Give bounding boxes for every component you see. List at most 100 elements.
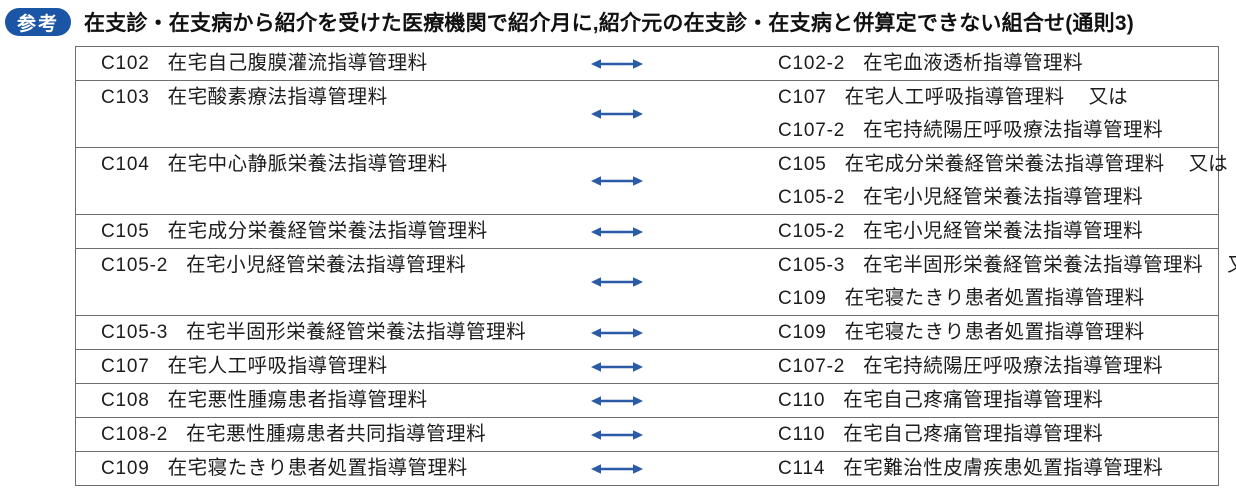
fee-code: C105-2 xyxy=(101,255,169,276)
fee-name: 在宅中心静脈栄養法指導管理料 xyxy=(167,154,448,175)
fee-code: C102-2 xyxy=(778,53,846,74)
bidirectional-arrow-icon xyxy=(591,395,643,406)
fee-name: 在宅寝たきり患者処置指導管理料 xyxy=(167,458,468,479)
fee-code: C105-2 xyxy=(778,187,846,208)
fee-name: 在宅悪性腫瘍患者共同指導管理料 xyxy=(186,424,487,445)
arrow-cell xyxy=(576,418,706,451)
right-entry-cell: C114 在宅難治性皮膚疾患処置指導管理料 xyxy=(706,452,1218,485)
fee-name: 在宅人工呼吸指導管理料 xyxy=(167,356,388,377)
reference-badge: 参考 xyxy=(5,8,71,36)
fee-entry: C105 在宅成分栄養経管栄養法指導管理料 又は xyxy=(778,148,1228,181)
fee-name: 在宅持続陽圧呼吸療法指導管理料 xyxy=(863,356,1164,377)
fee-entry: C105-2 在宅小児経管栄養法指導管理料 xyxy=(101,249,576,282)
or-label: 又は xyxy=(1088,87,1128,108)
right-entry-cell: C110 在宅自己疼痛管理指導管理料 xyxy=(706,418,1218,451)
left-entry-cell: C105 在宅成分栄養経管栄養法指導管理料 xyxy=(76,215,576,248)
fee-code: C105-2 xyxy=(778,221,846,242)
fee-entry: C108-2 在宅悪性腫瘍患者共同指導管理料 xyxy=(101,418,576,451)
fee-name: 在宅小児経管栄養法指導管理料 xyxy=(186,255,467,276)
fee-entry: C105-3 在宅半固形栄養経管栄養法指導管理料 又は xyxy=(778,249,1236,282)
bidirectional-arrow-icon xyxy=(591,463,643,474)
bidirectional-arrow-icon xyxy=(591,58,643,69)
fee-entry: C105-3 在宅半固形栄養経管栄養法指導管理料 xyxy=(101,316,576,349)
left-entry-cell: C109 在宅寝たきり患者処置指導管理料 xyxy=(76,452,576,485)
fee-code: C107-2 xyxy=(778,120,846,141)
table-row: C105 在宅成分栄養経管栄養法指導管理料 C105-2 在宅小児経管栄養法指導… xyxy=(76,215,1218,249)
fee-name: 在宅寝たきり患者処置指導管理料 xyxy=(844,288,1145,309)
fee-entry: C110 在宅自己疼痛管理指導管理料 xyxy=(778,418,1218,451)
fee-name: 在宅小児経管栄養法指導管理料 xyxy=(863,221,1144,242)
fee-code: C110 xyxy=(778,424,826,445)
page-header: 参考 在支診・在支病から紹介を受けた医療機関で紹介月に,紹介元の在支診・在支病と… xyxy=(5,7,1134,37)
table-row: C102 在宅自己腹膜灌流指導管理料 C102-2 在宅血液透析指導管理料 xyxy=(76,47,1218,81)
right-entry-cell: C105 在宅成分栄養経管栄養法指導管理料 又は C105-2 在宅小児経管栄養… xyxy=(706,148,1228,214)
arrow-cell xyxy=(576,81,706,147)
table-row: C107 在宅人工呼吸指導管理料 C107-2 在宅持続陽圧呼吸療法指導管理料 xyxy=(76,350,1218,384)
table-row: C103 在宅酸素療法指導管理料 C107 在宅人工呼吸指導管理料 又は C10… xyxy=(76,81,1218,148)
page-title: 在支診・在支病から紹介を受けた医療機関で紹介月に,紹介元の在支診・在支病と併算定… xyxy=(84,12,1134,35)
left-entry-cell: C105-3 在宅半固形栄養経管栄養法指導管理料 xyxy=(76,316,576,349)
fee-entry: C105 在宅成分栄養経管栄養法指導管理料 xyxy=(101,215,576,248)
fee-entry: C103 在宅酸素療法指導管理料 xyxy=(101,81,576,114)
fee-name: 在宅血液透析指導管理料 xyxy=(863,53,1084,74)
fee-code: C105-3 xyxy=(778,255,846,276)
fee-code: C105 xyxy=(101,221,150,242)
fee-code: C108 xyxy=(101,390,150,411)
fee-name: 在宅自己疼痛管理指導管理料 xyxy=(843,390,1104,411)
bidirectional-arrow-icon xyxy=(591,277,643,287)
fee-name: 在宅成分栄養経管栄養法指導管理料 xyxy=(167,221,488,242)
arrow-cell xyxy=(576,148,706,214)
bidirectional-arrow-icon xyxy=(591,176,643,186)
fee-entry: C104 在宅中心静脈栄養法指導管理料 xyxy=(101,148,576,181)
fee-name: 在宅半固形栄養経管栄養法指導管理料 xyxy=(863,255,1204,276)
right-entry-cell: C107-2 在宅持続陽圧呼吸療法指導管理料 xyxy=(706,350,1218,383)
right-entry-cell: C107 在宅人工呼吸指導管理料 又は C107-2 在宅持続陽圧呼吸療法指導管… xyxy=(706,81,1218,147)
arrow-cell xyxy=(576,215,706,248)
left-entry-cell: C104 在宅中心静脈栄養法指導管理料 xyxy=(76,148,576,214)
right-entry-cell: C105-2 在宅小児経管栄養法指導管理料 xyxy=(706,215,1218,248)
or-label: 又は xyxy=(1188,154,1228,175)
fee-code: C114 xyxy=(778,458,826,479)
fee-name: 在宅半固形栄養経管栄養法指導管理料 xyxy=(186,322,527,343)
bidirectional-arrow-icon xyxy=(591,361,643,372)
fee-code: C107 xyxy=(778,87,827,108)
fee-name: 在宅人工呼吸指導管理料 xyxy=(844,87,1065,108)
table-row: C108-2 在宅悪性腫瘍患者共同指導管理料 C110 在宅自己疼痛管理指導管理… xyxy=(76,418,1218,452)
bidirectional-arrow-icon xyxy=(591,327,643,338)
fee-entry: C108 在宅悪性腫瘍患者指導管理料 xyxy=(101,384,576,417)
fee-entry: C109 在宅寝たきり患者処置指導管理料 xyxy=(101,452,576,485)
right-entry-cell: C109 在宅寝たきり患者処置指導管理料 xyxy=(706,316,1218,349)
bidirectional-arrow-icon xyxy=(591,109,643,119)
or-label: 又は xyxy=(1227,249,1236,282)
arrow-cell xyxy=(576,452,706,485)
fee-code: C104 xyxy=(101,154,150,175)
arrow-cell xyxy=(576,249,706,315)
fee-code: C109 xyxy=(101,458,150,479)
table-row: C108 在宅悪性腫瘍患者指導管理料 C110 在宅自己疼痛管理指導管理料 xyxy=(76,384,1218,418)
fee-name: 在宅悪性腫瘍患者指導管理料 xyxy=(167,390,428,411)
fee-entry: C107 在宅人工呼吸指導管理料 xyxy=(101,350,576,383)
fee-code: C109 xyxy=(778,288,827,309)
left-entry-cell: C105-2 在宅小児経管栄養法指導管理料 xyxy=(76,249,576,315)
fee-code: C105-3 xyxy=(101,322,169,343)
arrow-cell xyxy=(576,47,706,80)
fee-entry: C114 在宅難治性皮膚疾患処置指導管理料 xyxy=(778,452,1218,485)
fee-name: 在宅自己腹膜灌流指導管理料 xyxy=(167,53,428,74)
fee-entry: C110 在宅自己疼痛管理指導管理料 xyxy=(778,384,1218,417)
fee-code: C103 xyxy=(101,87,150,108)
fee-entry: C109 在宅寝たきり患者処置指導管理料 xyxy=(778,316,1218,349)
fee-name: 在宅持続陽圧呼吸療法指導管理料 xyxy=(863,120,1164,141)
fee-code: C102 xyxy=(101,53,150,74)
left-entry-cell: C103 在宅酸素療法指導管理料 xyxy=(76,81,576,147)
fee-entry: C102-2 在宅血液透析指導管理料 xyxy=(778,47,1218,80)
left-entry-cell: C108 在宅悪性腫瘍患者指導管理料 xyxy=(76,384,576,417)
fee-entry: C102 在宅自己腹膜灌流指導管理料 xyxy=(101,47,576,80)
right-entry-cell: C105-3 在宅半固形栄養経管栄養法指導管理料 又は C109 在宅寝たきり患… xyxy=(706,249,1236,315)
bidirectional-arrow-icon xyxy=(591,429,643,440)
fee-name: 在宅寝たきり患者処置指導管理料 xyxy=(844,322,1145,343)
bidirectional-arrow-icon xyxy=(591,226,643,237)
table-row: C104 在宅中心静脈栄養法指導管理料 C105 在宅成分栄養経管栄養法指導管理… xyxy=(76,148,1228,215)
fee-code: C108-2 xyxy=(101,424,169,445)
fee-entry: C107 在宅人工呼吸指導管理料 又は xyxy=(778,81,1218,114)
fee-entry: C109 在宅寝たきり患者処置指導管理料 xyxy=(778,282,1236,315)
